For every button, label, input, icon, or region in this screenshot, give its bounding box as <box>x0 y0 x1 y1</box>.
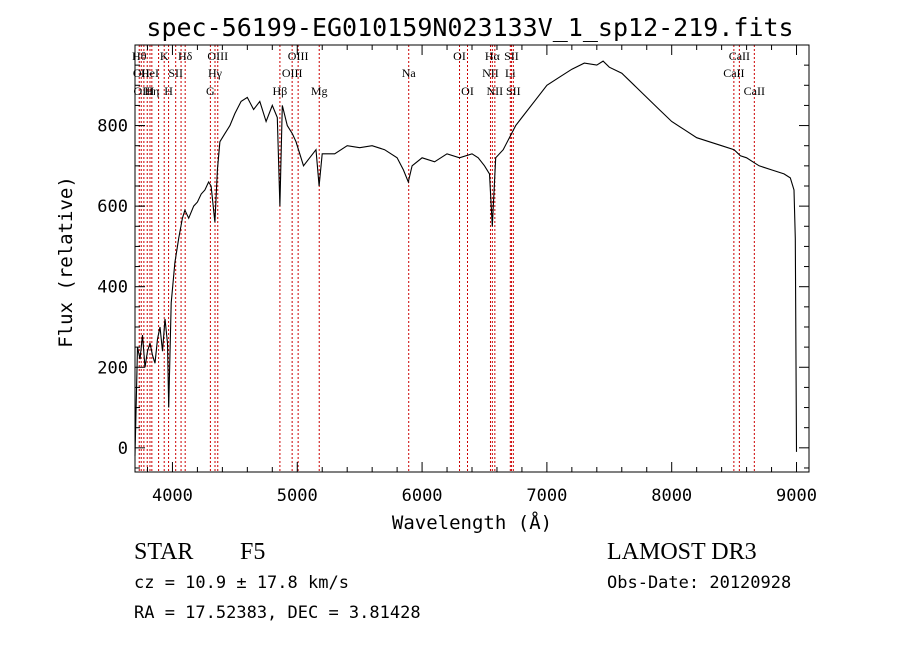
line-marker-label: CaII <box>729 49 750 63</box>
survey-name: LAMOST DR3 <box>607 539 757 565</box>
line-marker-label: Hη <box>144 84 159 98</box>
line-marker-label: K <box>160 49 169 63</box>
line-marker-label: NII <box>482 66 499 80</box>
line-marker-label: SII <box>504 49 519 63</box>
x-tick-label: 6000 <box>402 486 443 506</box>
y-tick-label: 800 <box>97 117 128 137</box>
spectrum-line <box>134 60 798 456</box>
x-axis-ticks: 4000 5000 6000 7000 8000 9000 <box>146 45 817 506</box>
line-marker-label: H <box>164 84 173 98</box>
line-marker-label: Hβ <box>273 84 288 98</box>
spectral-line-labels: Hθ OII OIII HeI Hη K H SII Hδ G Hγ OIII Hβ OIII OIII Mg… <box>132 49 765 98</box>
line-marker-label: OIII <box>207 49 228 63</box>
line-marker-label: SII <box>168 66 183 80</box>
object-class: STAR <box>134 539 194 565</box>
line-marker-label: CaII <box>744 84 765 98</box>
line-marker-label: OIII <box>282 66 303 80</box>
x-tick-label: 5000 <box>277 486 318 506</box>
y-axis-label: Flux (relative) <box>55 176 77 348</box>
line-marker-label: NII <box>487 84 504 98</box>
y-axis-ticks: 0 200 400 600 800 <box>97 64 809 469</box>
line-marker-label: G <box>206 84 215 98</box>
y-tick-label: 600 <box>97 197 128 217</box>
line-marker-label: Li <box>505 66 516 80</box>
line-marker-label: OII <box>133 66 150 80</box>
redshift-velocity: cz = 10.9 ± 17.8 km/s <box>134 573 349 593</box>
y-tick-label: 400 <box>97 278 128 298</box>
x-tick-label: 9000 <box>776 486 817 506</box>
y-tick-label: 0 <box>118 439 128 459</box>
line-marker-label: OI <box>461 84 474 98</box>
x-tick-label: 8000 <box>651 486 692 506</box>
line-marker-label: Mg <box>311 84 328 98</box>
spectral-line-markers <box>138 45 755 472</box>
coordinates: RA = 17.52383, DEC = 3.81428 <box>134 603 421 623</box>
line-marker-label: Na <box>402 66 417 80</box>
line-marker-label: HeI <box>141 66 159 80</box>
line-marker-label: CaII <box>723 66 744 80</box>
plot-frame <box>134 44 810 473</box>
y-tick-label: 200 <box>97 358 128 378</box>
line-marker-label: SII <box>506 84 521 98</box>
line-marker-label: OIII <box>288 49 309 63</box>
x-axis-label: Wavelength (Å) <box>392 511 552 534</box>
x-tick-label: 4000 <box>152 486 193 506</box>
line-marker-label: OI <box>453 49 466 63</box>
observation-date: Obs-Date: 20120928 <box>607 573 792 593</box>
chart-title: spec-56199-EG010159N023133V_1_sp12-219.f… <box>146 13 793 42</box>
spectral-subclass: F5 <box>240 539 266 565</box>
x-tick-label: 7000 <box>526 486 567 506</box>
line-marker-label: OIII <box>134 84 155 98</box>
line-marker-label: Hθ <box>132 49 147 63</box>
line-marker-label: Hγ <box>208 66 223 80</box>
line-marker-label: Hδ <box>178 49 193 63</box>
line-marker-label: Hα <box>485 49 501 63</box>
